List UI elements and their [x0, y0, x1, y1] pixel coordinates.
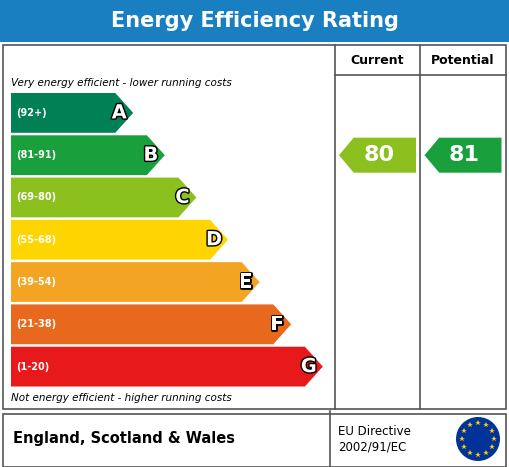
Text: C: C — [175, 188, 190, 207]
Text: (92+): (92+) — [16, 108, 47, 118]
Polygon shape — [11, 304, 291, 344]
Bar — [3, 45, 506, 409]
Text: Potential: Potential — [431, 54, 495, 66]
Polygon shape — [11, 220, 228, 260]
Text: (21-38): (21-38) — [16, 319, 56, 329]
Text: Current: Current — [351, 54, 404, 66]
Text: (81-91): (81-91) — [16, 150, 56, 160]
Text: England, Scotland & Wales: England, Scotland & Wales — [13, 432, 235, 446]
Polygon shape — [425, 138, 501, 173]
Text: B: B — [144, 146, 158, 165]
Text: D: D — [206, 230, 222, 249]
Polygon shape — [11, 262, 260, 302]
Text: Not energy efficient - higher running costs: Not energy efficient - higher running co… — [11, 393, 232, 403]
Text: G: G — [301, 357, 317, 376]
Polygon shape — [11, 177, 196, 217]
Text: F: F — [271, 315, 284, 334]
Text: (1-20): (1-20) — [16, 361, 49, 372]
Polygon shape — [11, 347, 323, 387]
Text: EU Directive
2002/91/EC: EU Directive 2002/91/EC — [338, 425, 411, 453]
Polygon shape — [339, 138, 416, 173]
Polygon shape — [11, 135, 165, 175]
Text: Very energy efficient - lower running costs: Very energy efficient - lower running co… — [11, 78, 232, 88]
Text: E: E — [239, 273, 252, 291]
Text: 80: 80 — [363, 145, 394, 165]
Text: 81: 81 — [449, 145, 480, 165]
Text: (55-68): (55-68) — [16, 235, 56, 245]
Bar — [3, 414, 506, 467]
Polygon shape — [11, 93, 133, 133]
Circle shape — [456, 417, 500, 461]
Text: (69-80): (69-80) — [16, 192, 56, 203]
Text: (39-54): (39-54) — [16, 277, 56, 287]
Text: Energy Efficiency Rating: Energy Efficiency Rating — [110, 11, 399, 31]
Text: A: A — [111, 103, 127, 122]
Bar — [0, 0, 509, 42]
